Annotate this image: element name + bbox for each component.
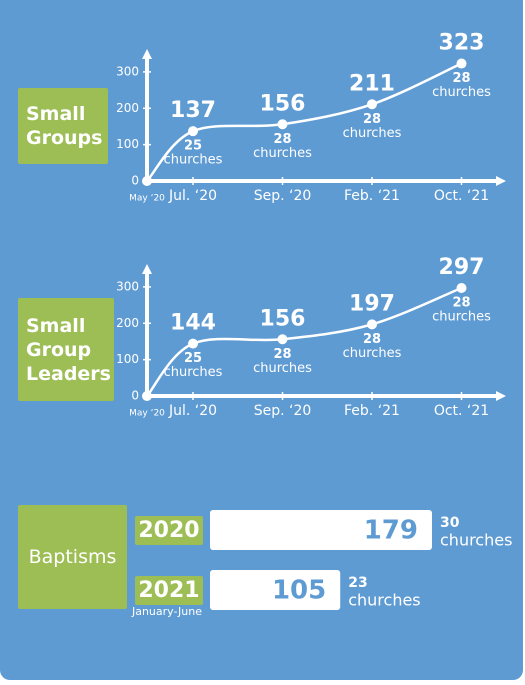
church-unit: churches [253,146,312,161]
y-tick-label: 0 [131,174,139,188]
data-label: 197 [349,291,395,316]
church-unit: churches [432,310,491,325]
point [142,176,152,186]
point [456,58,467,69]
bar [210,570,341,610]
church-count: 28 [363,112,381,127]
point [188,126,198,137]
x-tick-label: Sep. ‘20 [254,403,312,419]
church-count: 25 [184,351,202,366]
y-tick-label: 0 [131,389,139,403]
bar [210,510,432,550]
chart-title: Small Groups [18,88,108,164]
x-tick-label: May ‘20 [129,409,165,419]
x-tick-label: Jul. ‘20 [168,188,217,204]
y-tick-label: 300 [116,64,139,78]
category-label: 2021 [138,578,199,603]
data-label: 297 [439,255,485,280]
point [367,99,377,110]
church-count: 25 [184,139,202,154]
category-label: 2020 [138,518,199,543]
y-tick-label: 200 [116,316,139,330]
point [188,338,198,349]
y-tick-label: 200 [116,101,139,115]
axis-arrow [496,176,506,186]
point [277,119,288,130]
y-tick-label: 100 [116,352,139,366]
data-label: 179 [364,516,418,546]
x-tick-label: Feb. ‘21 [344,188,400,204]
y-tick-label: 100 [116,137,139,151]
data-label: 211 [349,71,395,96]
church-unit: churches [164,365,223,380]
data-label: 323 [439,31,485,56]
church-unit: churches [348,591,420,610]
data-label: 105 [272,576,326,606]
church-unit: churches [440,531,512,550]
axis-arrow [142,49,152,59]
church-unit: churches [164,153,223,168]
church-count: 28 [363,332,381,347]
church-count: 28 [273,132,291,147]
chart-title: Small Group Leaders [18,298,114,401]
y-tick-label: 300 [116,279,139,293]
axis-arrow [496,391,506,401]
x-tick-label: Feb. ‘21 [344,403,400,419]
axis-arrow [142,264,152,274]
x-tick-label: Oct. ‘21 [434,403,489,419]
x-tick-label: May ‘20 [129,194,165,204]
point [456,283,467,293]
x-tick-label: Oct. ‘21 [434,188,489,204]
point [367,319,377,330]
church-count: 28 [452,71,470,86]
data-label: 137 [170,98,216,123]
church-count: 28 [452,296,470,311]
church-count: 28 [273,347,291,362]
point [277,334,288,345]
church-unit: churches [253,361,312,376]
data-label: 156 [260,306,306,331]
category-note: January-June [131,605,202,618]
chart-title: Baptisms [18,505,127,609]
church-unit: churches [432,85,491,100]
church-unit: churches [343,126,402,141]
point [142,391,152,401]
x-tick-label: Jul. ‘20 [168,403,217,419]
church-unit: churches [343,346,402,361]
year-box [135,516,203,545]
church-count: 30 [440,515,460,531]
church-count: 23 [348,575,367,591]
data-label: 144 [170,311,216,336]
year-box [135,576,203,605]
data-label: 156 [260,91,306,116]
x-tick-label: Sep. ‘20 [254,188,312,204]
